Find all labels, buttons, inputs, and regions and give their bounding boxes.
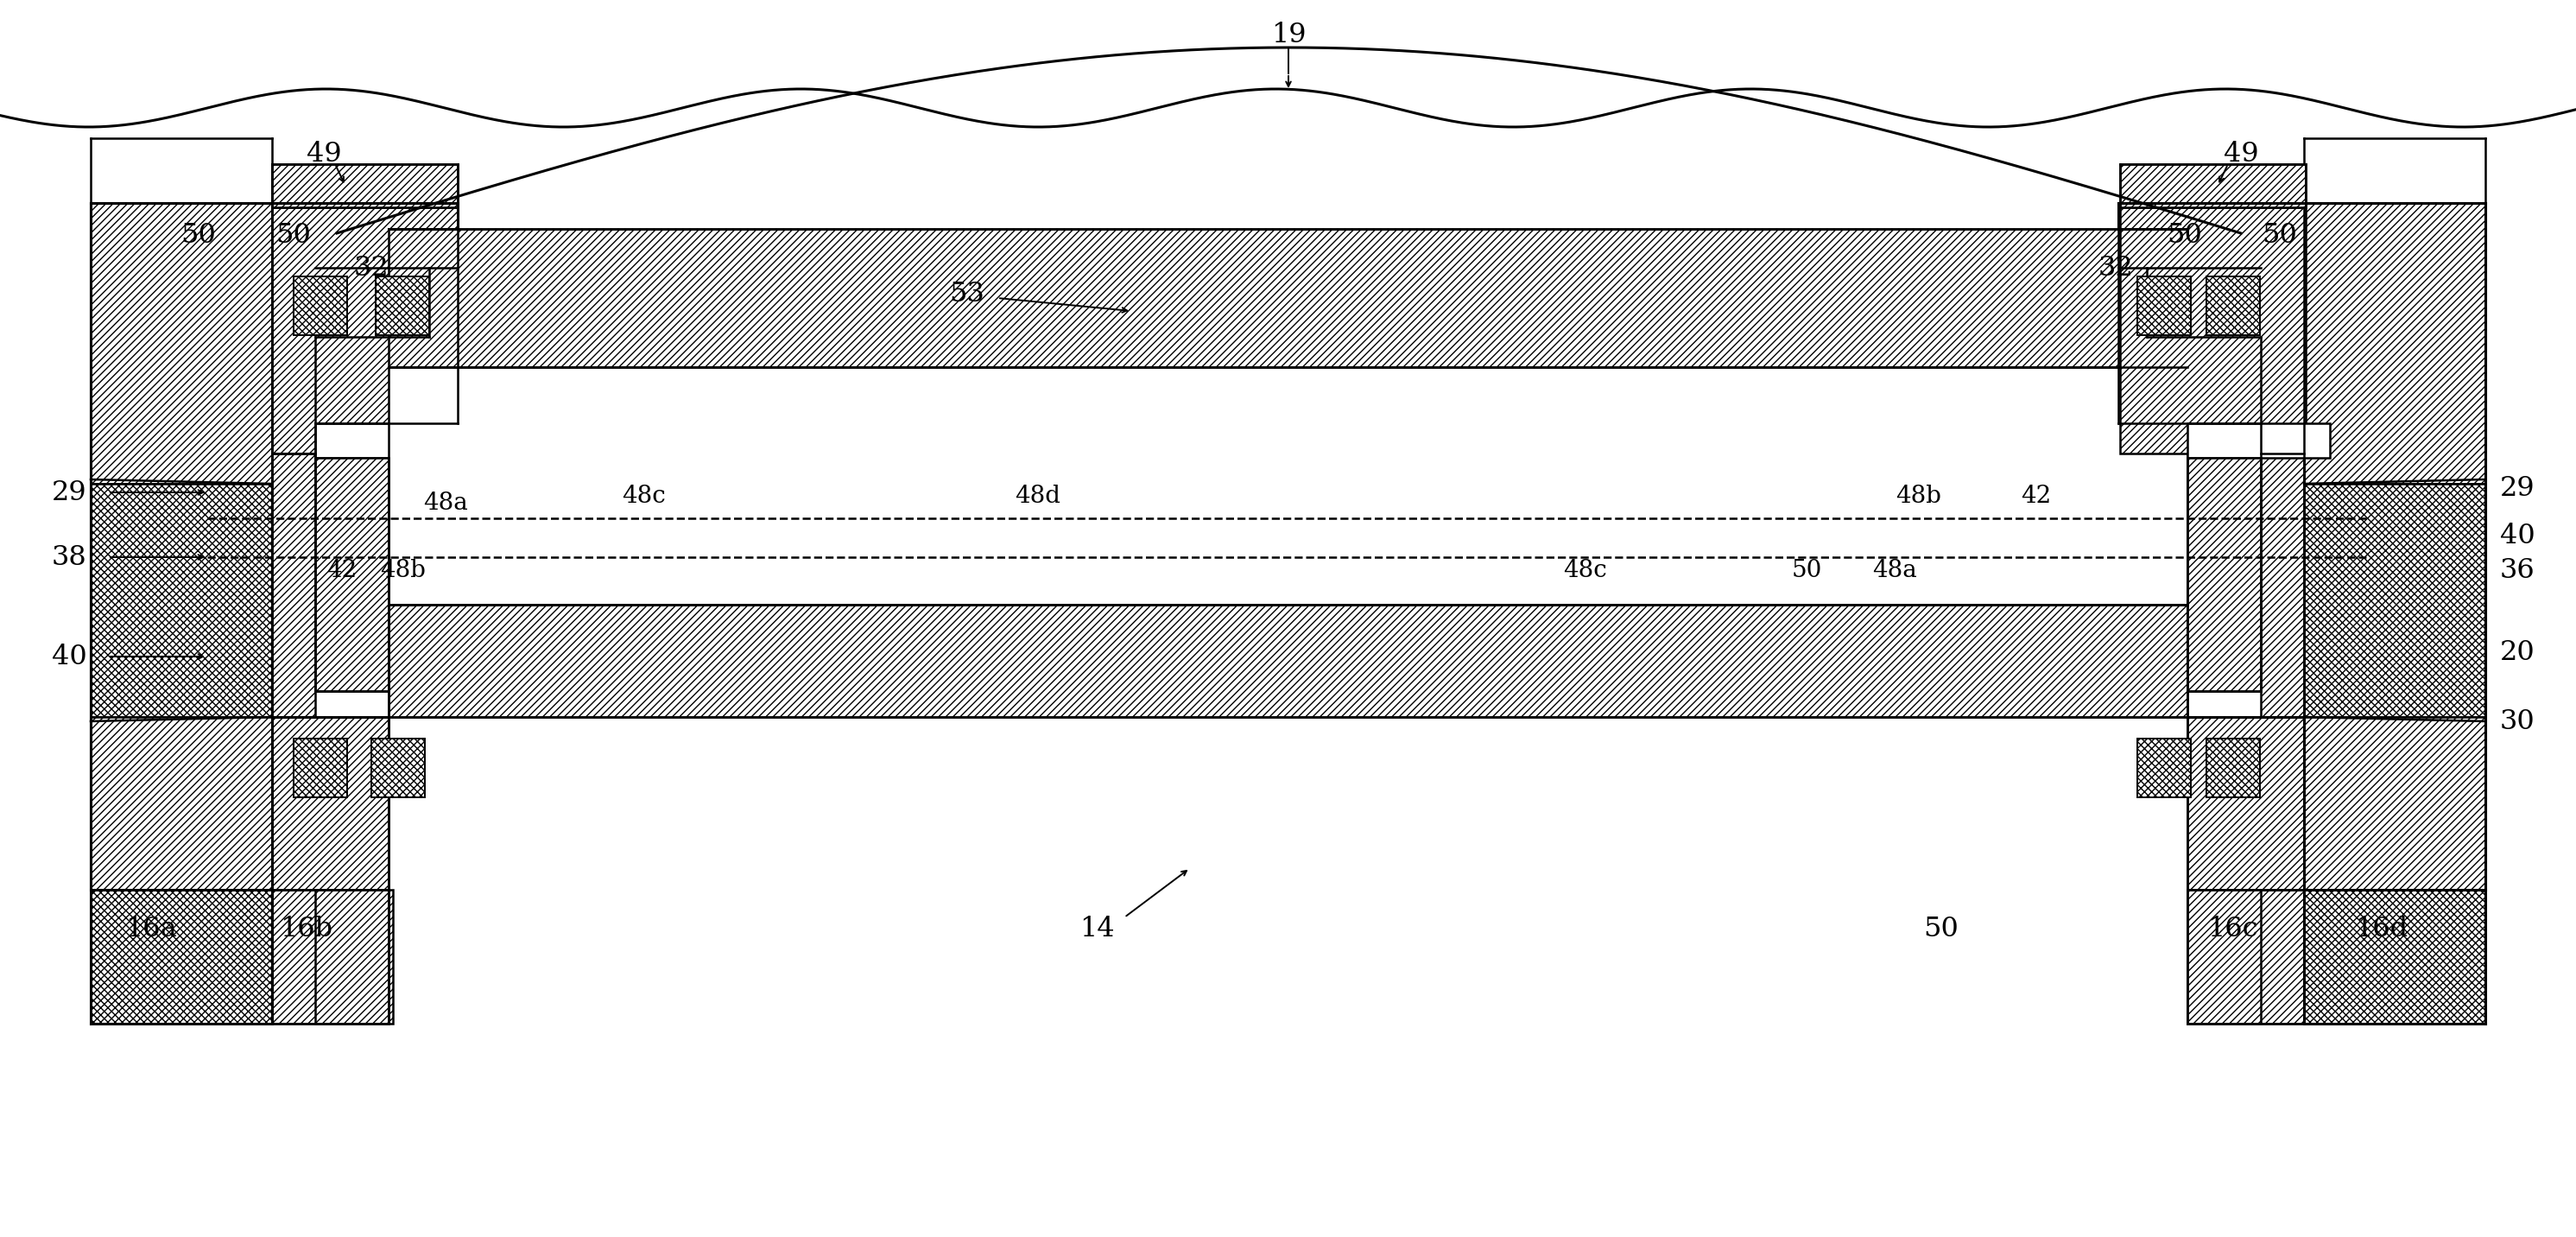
Text: 16d: 16d [2354, 915, 2409, 943]
Bar [389, 605, 2187, 717]
Bar [294, 276, 348, 335]
Bar [2303, 717, 2486, 889]
Bar [273, 208, 459, 454]
Text: 42: 42 [2020, 484, 2050, 507]
Text: 16a: 16a [126, 915, 178, 943]
Bar [90, 717, 273, 889]
Bar [2187, 889, 2262, 1024]
Bar [273, 165, 459, 208]
Text: 19: 19 [1270, 21, 1306, 48]
Text: 48d: 48d [1015, 484, 1061, 507]
Bar [294, 738, 348, 798]
Text: 32: 32 [2097, 255, 2133, 281]
Text: 16c: 16c [2208, 915, 2257, 943]
Text: 49: 49 [2223, 140, 2259, 167]
Bar [2208, 276, 2259, 335]
Bar [2187, 717, 2303, 889]
Bar [371, 738, 425, 798]
Bar [2262, 454, 2303, 717]
Text: 50: 50 [2262, 221, 2298, 249]
Text: 40: 40 [52, 643, 88, 670]
Bar [2303, 889, 2486, 1024]
Bar [90, 484, 273, 717]
Bar [2303, 484, 2486, 717]
Bar [2208, 738, 2259, 798]
Text: 48c: 48c [621, 484, 665, 507]
Text: 48c: 48c [1564, 558, 1607, 581]
Bar [273, 889, 394, 1024]
Text: 40: 40 [2499, 522, 2535, 549]
Bar [273, 717, 389, 889]
Text: 49: 49 [307, 140, 343, 167]
Bar [2120, 165, 2306, 208]
Bar [2303, 203, 2486, 484]
Bar [90, 203, 273, 889]
Text: 50: 50 [276, 221, 312, 249]
Bar [2138, 738, 2190, 798]
Bar [273, 454, 314, 717]
Bar [2120, 208, 2306, 454]
Text: 29: 29 [52, 479, 88, 506]
Text: 32: 32 [353, 255, 389, 281]
Bar [389, 229, 2187, 367]
Text: 42: 42 [327, 558, 358, 581]
Text: 48a: 48a [1873, 558, 1917, 581]
Text: 16b: 16b [281, 915, 332, 943]
Bar [90, 203, 273, 484]
Text: 48b: 48b [381, 558, 425, 581]
Text: 48b: 48b [1896, 484, 1942, 507]
Text: 50: 50 [1793, 558, 1821, 581]
Text: 48a: 48a [422, 491, 469, 515]
Text: 14: 14 [1079, 915, 1115, 943]
Bar [2138, 276, 2190, 335]
Text: 50: 50 [1924, 915, 1958, 943]
Text: 38: 38 [52, 544, 88, 570]
Bar [314, 889, 389, 1024]
Bar [2187, 458, 2262, 691]
Text: 30: 30 [2499, 708, 2535, 735]
Text: 50: 50 [2166, 221, 2202, 249]
Bar [314, 458, 389, 691]
Bar [2187, 423, 2329, 458]
Text: 53: 53 [951, 281, 984, 307]
Bar [389, 367, 2187, 605]
Text: 20: 20 [2499, 638, 2535, 666]
Bar [2303, 203, 2486, 889]
Text: 50: 50 [180, 221, 216, 249]
Bar [314, 423, 459, 458]
Bar [90, 889, 273, 1024]
Text: 36: 36 [2499, 557, 2535, 584]
Bar [376, 276, 430, 335]
Bar [2187, 889, 2303, 1024]
Text: 29: 29 [2499, 475, 2535, 501]
